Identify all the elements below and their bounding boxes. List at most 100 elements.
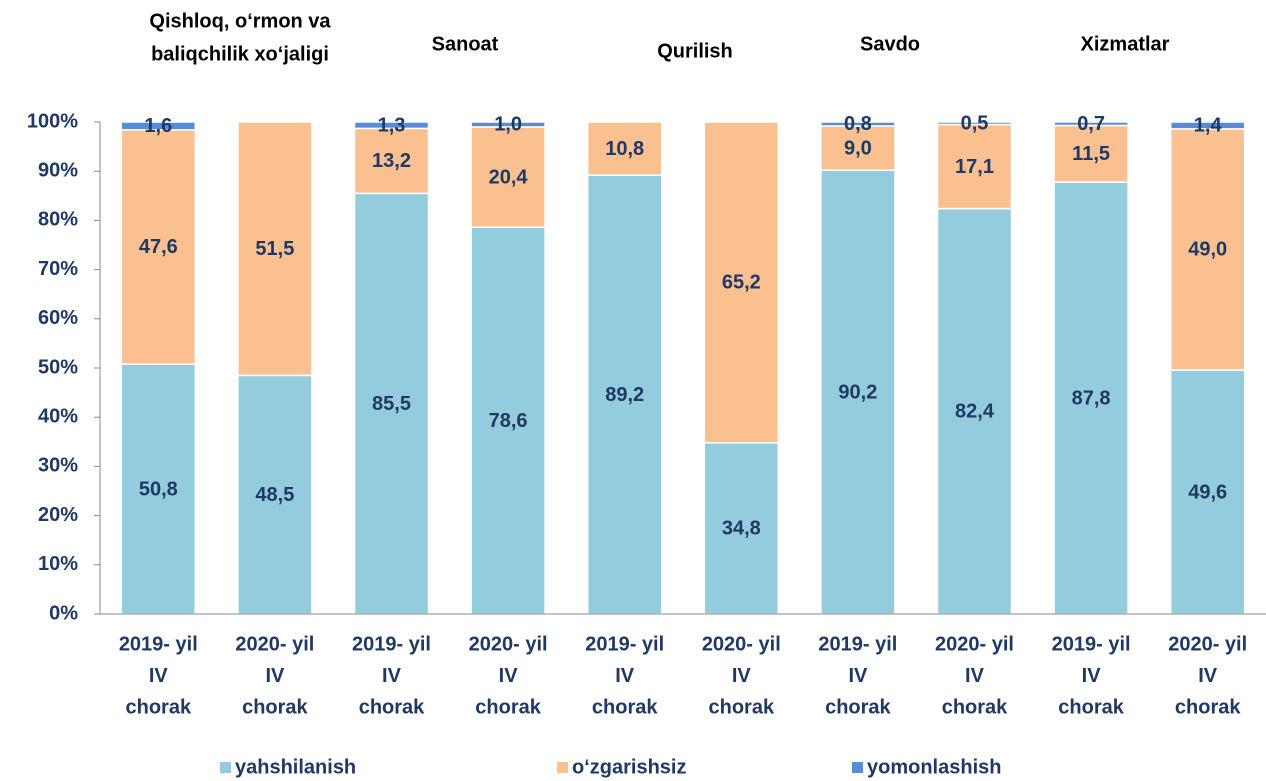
x-tick-label: IV: [615, 665, 635, 687]
y-tick-label: 70%: [38, 258, 78, 280]
data-label: 17,1: [955, 156, 994, 178]
group-label: Sanoat: [432, 33, 499, 55]
data-label: 1,0: [494, 114, 522, 136]
x-tick-label: chorak: [592, 696, 658, 718]
legend-label: yahshilanish: [235, 756, 356, 778]
data-label: 82,4: [955, 401, 995, 423]
x-tick-label: chorak: [825, 696, 891, 718]
x-tick-label: 2019- yil: [352, 633, 431, 655]
data-label: 13,2: [372, 150, 411, 172]
x-tick-label: 2019- yil: [119, 633, 198, 655]
data-label: 1,4: [1194, 115, 1223, 137]
data-label: 90,2: [838, 381, 877, 403]
data-label: 49,6: [1188, 481, 1227, 503]
legend-swatch: [220, 762, 231, 773]
data-label: 49,0: [1188, 239, 1227, 261]
data-label: 78,6: [489, 410, 528, 432]
x-tick-label: IV: [265, 665, 285, 687]
data-label: 65,2: [722, 272, 761, 294]
x-tick-label: 2020- yil: [935, 633, 1014, 655]
bar-segment: [820, 125, 896, 171]
data-label: 0,8: [844, 113, 872, 135]
data-label: 51,5: [255, 238, 294, 260]
x-tick-label: chorak: [709, 696, 775, 718]
group-label: Xizmatlar: [1081, 33, 1170, 55]
data-label: 89,2: [605, 384, 644, 406]
x-tick-label: 2020- yil: [469, 633, 548, 655]
bar-segment: [586, 174, 663, 615]
data-label: 0,5: [961, 113, 989, 135]
data-label: 48,5: [255, 484, 294, 506]
data-label: 50,8: [139, 478, 178, 500]
bar-segment: [120, 121, 197, 131]
bar-segment: [237, 121, 313, 377]
bar-segment: [120, 363, 197, 615]
bar-segment: [120, 129, 197, 365]
x-tick-label: chorak: [1058, 696, 1124, 718]
group-label: Qurilish: [657, 40, 733, 62]
bar-segment: [470, 121, 546, 128]
data-label: 0,7: [1077, 113, 1105, 135]
legend-swatch: [852, 762, 863, 773]
legend-label: o‘zgarishsiz: [572, 756, 686, 778]
bar-segment: [820, 121, 896, 127]
bar-segment: [470, 126, 546, 229]
data-label: 11,5: [1072, 143, 1110, 165]
x-tick-label: chorak: [942, 696, 1008, 718]
x-tick-label: IV: [732, 665, 752, 687]
group-label: baliqchilik xo‘jaligi: [151, 43, 329, 65]
bar-segment: [703, 442, 780, 615]
bar-segment: [353, 127, 430, 195]
x-tick-label: chorak: [359, 696, 425, 718]
x-tick-label: 2019- yil: [818, 633, 897, 655]
bar-segment: [1169, 128, 1246, 371]
x-tick-label: 2020- yil: [235, 633, 314, 655]
x-tick-label: IV: [382, 665, 402, 687]
y-tick-label: 50%: [38, 356, 78, 378]
x-tick-label: IV: [1198, 665, 1218, 687]
y-tick-label: 40%: [38, 405, 78, 427]
x-tick-label: 2020- yil: [702, 633, 781, 655]
bar-segment: [820, 169, 896, 615]
x-tick-label: 2019- yil: [1052, 633, 1131, 655]
x-tick-label: chorak: [126, 696, 192, 718]
bar-segment: [1169, 121, 1246, 130]
data-label: 20,4: [489, 166, 529, 188]
data-label: 85,5: [372, 393, 411, 415]
data-label: 47,6: [139, 236, 178, 258]
bar-segment: [586, 121, 663, 176]
bar-segment: [703, 121, 780, 444]
bar-segment: [936, 121, 1013, 126]
y-tick-label: 0%: [49, 602, 78, 624]
x-tick-label: 2019- yil: [585, 633, 664, 655]
bar-segment: [936, 123, 1013, 210]
bar-segment: [936, 207, 1013, 615]
group-label: Savdo: [860, 33, 920, 55]
bar-segment: [1053, 121, 1129, 127]
data-label: 9,0: [844, 137, 872, 159]
y-tick-label: 90%: [38, 159, 78, 181]
data-label: 1,6: [144, 115, 172, 137]
data-label: 10,8: [605, 138, 644, 160]
y-tick-label: 100%: [27, 110, 78, 132]
x-tick-label: IV: [848, 665, 868, 687]
legend-swatch: [557, 762, 568, 773]
data-label: 34,8: [722, 518, 761, 540]
bar-segment: [470, 226, 546, 615]
group-label: Qishloq, o‘rmon va: [149, 10, 331, 32]
data-label: 1,3: [378, 114, 406, 136]
data-label: 87,8: [1072, 387, 1111, 409]
x-tick-label: chorak: [242, 696, 308, 718]
y-tick-label: 30%: [38, 455, 78, 477]
legend-label: yomonlashish: [867, 756, 1001, 778]
y-tick-label: 10%: [38, 553, 78, 575]
bar-segment: [353, 121, 430, 130]
x-tick-label: IV: [149, 665, 169, 687]
y-tick-label: 20%: [38, 504, 78, 526]
x-tick-label: IV: [1082, 665, 1102, 687]
y-tick-label: 80%: [38, 209, 78, 231]
bar-segment: [353, 192, 430, 615]
x-tick-label: 2020- yil: [1168, 633, 1247, 655]
y-tick-label: 60%: [38, 307, 78, 329]
